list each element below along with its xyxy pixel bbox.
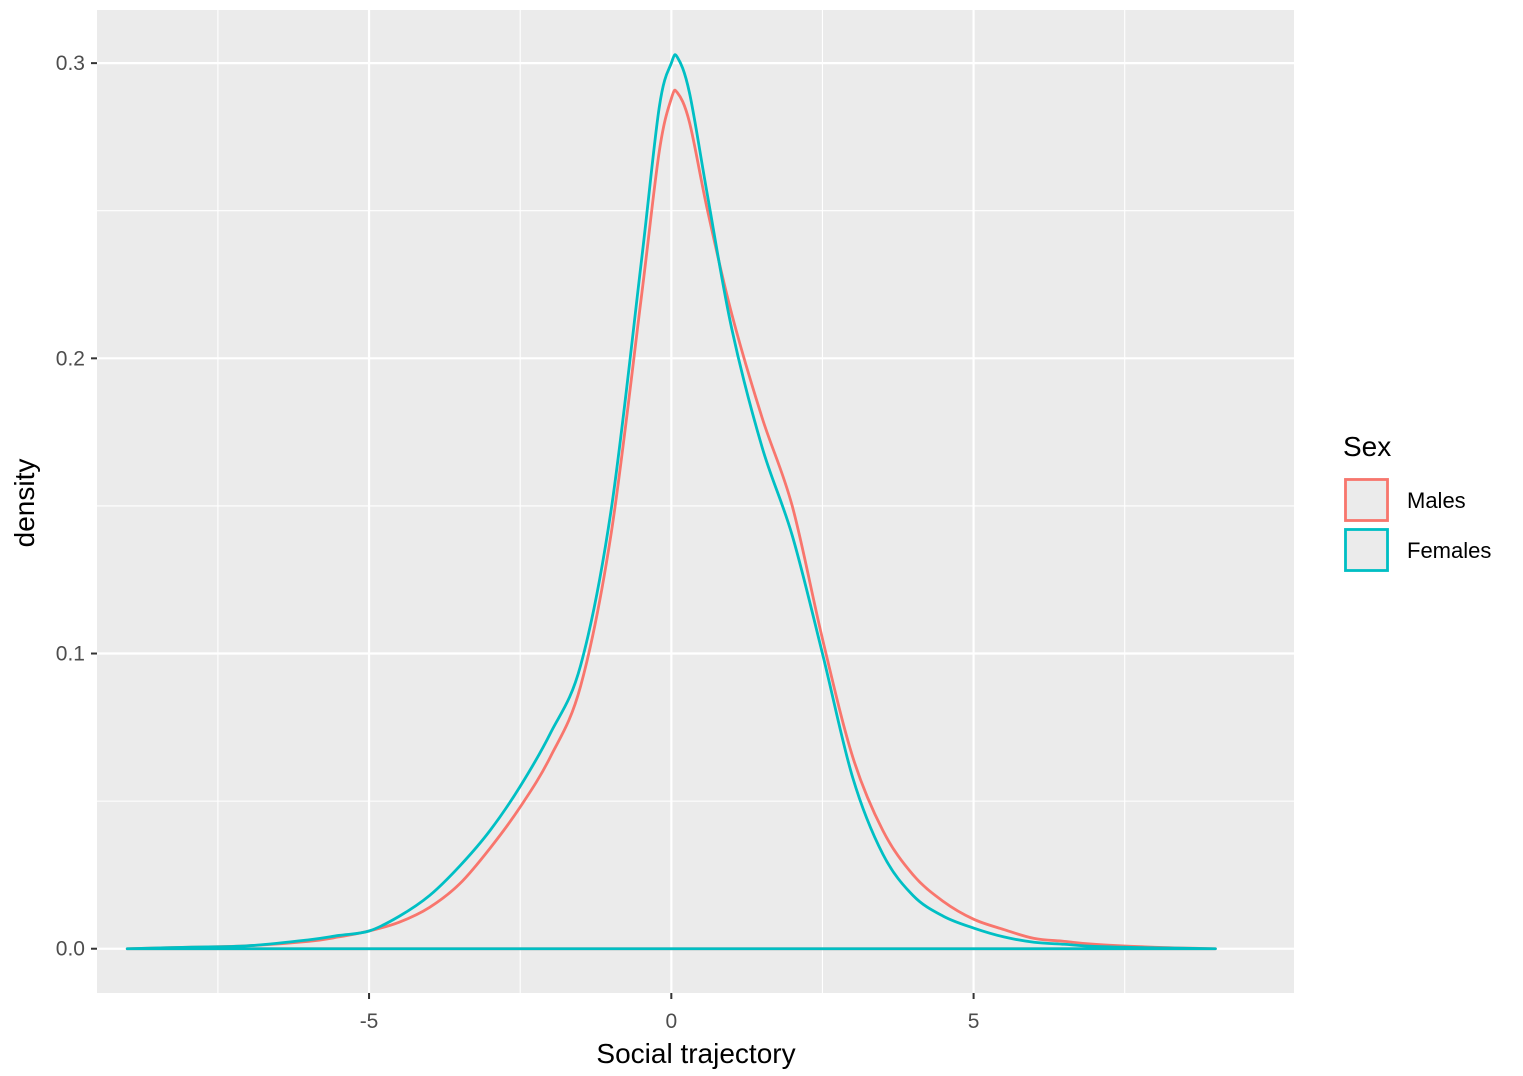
y-tick-label: 0.1 (56, 643, 85, 666)
legend-label-males: Males (1407, 488, 1466, 513)
y-axis-ticks: 0.0 0.1 0.2 0.3 (56, 52, 97, 961)
legend-label-females: Females (1407, 538, 1491, 563)
x-tick-label: -5 (360, 1010, 379, 1033)
plot-panel (97, 10, 1294, 993)
x-axis-title: Social trajectory (596, 1038, 795, 1069)
legend: Sex Males Females (1343, 431, 1491, 572)
grid-minor (97, 10, 1294, 993)
x-tick-label: 5 (968, 1010, 980, 1033)
x-tick-label: 0 (665, 1010, 677, 1033)
y-axis-title: density (9, 459, 40, 548)
y-tick-label: 0.3 (56, 52, 85, 75)
legend-key-bg (1344, 528, 1389, 572)
y-tick-label: 0.0 (56, 938, 85, 961)
density-line-females (125, 53, 1217, 951)
legend-title: Sex (1343, 431, 1391, 462)
density-line-males (125, 88, 1217, 951)
legend-key-males (1344, 478, 1389, 522)
legend-key-females (1344, 528, 1389, 572)
x-axis-ticks: -5 0 5 (360, 993, 980, 1033)
y-tick-label: 0.2 (56, 347, 85, 370)
series-layer (125, 53, 1217, 951)
legend-key-bg (1344, 478, 1389, 522)
